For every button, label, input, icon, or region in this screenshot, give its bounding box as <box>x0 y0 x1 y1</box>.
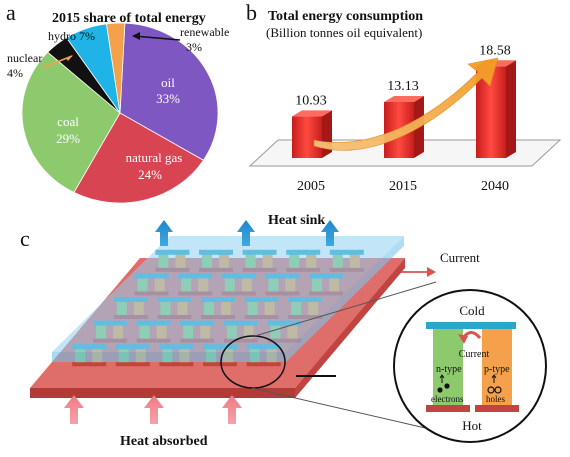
bottom-electrode <box>159 362 194 367</box>
pie-pct-oil: 33% <box>156 91 180 106</box>
inset-cold-label: Cold <box>459 303 485 318</box>
pie-chart <box>21 22 219 204</box>
inset-module: Cold Hot Current n-type p-type electrons… <box>393 289 547 443</box>
pie-slice-renewable <box>106 22 126 114</box>
bar-subtitle: (Billion tonnes oil equivalent) <box>266 25 422 40</box>
current-loop-head <box>458 334 468 344</box>
bar-category-label: 2015 <box>389 179 417 194</box>
electron-arrow <box>439 374 445 383</box>
heat-out-arrows <box>155 220 339 246</box>
bottom-electrode <box>72 362 107 367</box>
pie-slice-oil <box>119 22 219 161</box>
heat-sink-front <box>52 352 286 362</box>
n-type-label: n-type <box>436 364 462 375</box>
bottom-electrode <box>246 362 281 367</box>
pie-label-coal: coal <box>57 114 79 129</box>
renewable-pointer <box>133 35 181 41</box>
pie-label-hydro: hydro 7% <box>48 29 95 43</box>
inset-current-label: Current <box>459 349 490 360</box>
pie-label-renewable: renewable <box>180 25 229 39</box>
holes-label: holes <box>486 394 505 404</box>
heat-out-arrow <box>321 220 339 246</box>
hot-plate-left <box>426 405 470 412</box>
renewable-pointer-head <box>132 32 140 40</box>
cold-plate <box>426 322 516 329</box>
bottom-electrode <box>115 362 150 367</box>
bar-value-label: 18.58 <box>479 43 511 58</box>
pie-pct-nuclear: 4% <box>7 66 23 80</box>
hot-plate-right <box>475 405 519 412</box>
panel-b-letter: b <box>246 0 257 25</box>
zoom-line-bottom <box>251 387 435 431</box>
bar-top <box>292 110 332 117</box>
pie-label-gas: natural gas <box>126 150 183 165</box>
growth-arrow <box>313 57 499 151</box>
heat-out-arrow <box>237 220 255 246</box>
bar-value-label: 10.93 <box>295 93 327 108</box>
heat-in-arrow <box>144 395 164 424</box>
pie-slice-natural-gas <box>73 112 204 204</box>
heat-sink-plate <box>52 236 404 352</box>
electrons-label: electrons <box>431 394 464 404</box>
bar-title: Total energy consumption <box>268 9 423 24</box>
current-label: Current <box>440 250 480 265</box>
pie-pct-gas: 24% <box>138 167 162 182</box>
heat-out-arrow <box>155 220 173 246</box>
nuclear-pointer-head <box>66 55 73 61</box>
panel-a-letter: a <box>6 0 16 25</box>
n-type-leg <box>433 329 463 405</box>
bar-category-label: 2005 <box>297 179 325 194</box>
p-type-label: p-type <box>484 364 510 375</box>
heat-sink-side <box>286 236 404 362</box>
bar-side <box>322 110 332 158</box>
pie-pct-coal: 29% <box>56 131 80 146</box>
pie-slice-coal <box>21 51 121 193</box>
hot-base-side <box>295 258 405 398</box>
hot-base-front <box>30 388 295 398</box>
pie-label-oil: oil <box>161 75 175 90</box>
zoom-line-top <box>254 281 437 337</box>
panel-c-letter: c <box>20 226 30 251</box>
bar-top <box>384 95 424 102</box>
bar-value-label: 13.13 <box>387 79 419 94</box>
hole-arrow <box>491 374 497 383</box>
pie-pct-renewable: 3% <box>186 40 202 54</box>
pie-title: 2015 share of total energy <box>52 11 206 26</box>
hole-dot <box>494 386 502 394</box>
electron-dot <box>444 383 450 389</box>
heat-absorbed-label: Heat absorbed <box>120 434 208 449</box>
hole-dot <box>487 386 495 394</box>
bar-category-label: 2040 <box>481 179 509 194</box>
inset-hot-label: Hot <box>462 418 482 433</box>
heat-sink-label: Heat sink <box>268 213 325 228</box>
bar-2005 <box>292 116 322 158</box>
bar-side <box>506 60 516 159</box>
current-arrow-head <box>427 267 436 277</box>
heat-in-arrows <box>64 395 242 424</box>
heat-in-arrow <box>222 395 242 424</box>
heat-in-arrow <box>64 395 84 424</box>
bottom-electrode <box>203 362 237 367</box>
electron-dot <box>437 387 443 393</box>
pie-label-nuclear: nuclear <box>7 51 42 65</box>
